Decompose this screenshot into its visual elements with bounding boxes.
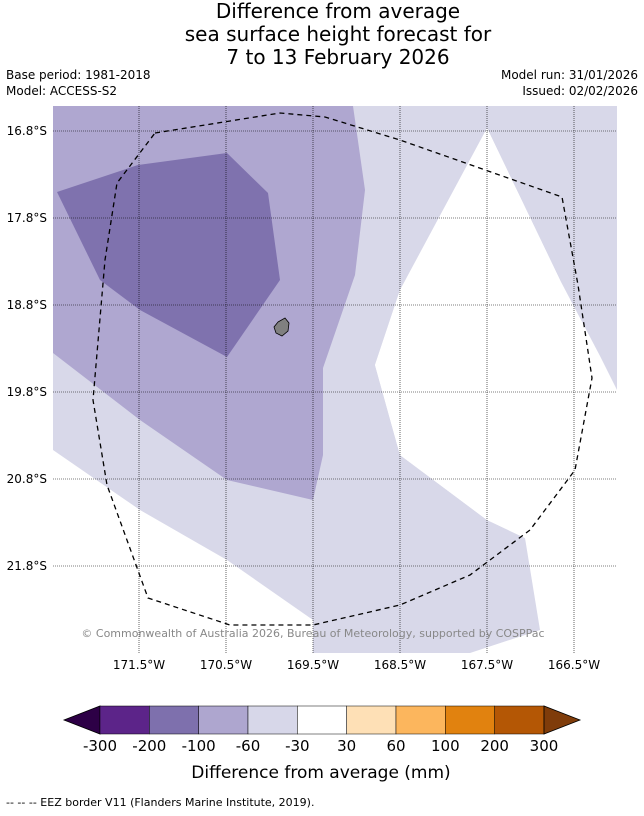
colorbar-tick-label: 30 (337, 737, 356, 755)
model-run: Model run: 31/01/2026 (500, 68, 638, 82)
colorbar-segment (494, 705, 545, 735)
colorbar-tick-label: 60 (386, 737, 405, 755)
lat-label: 18.8°S (7, 298, 47, 312)
colorbar-tick-label: 200 (480, 737, 509, 755)
title-line-1: Difference from average (215, 0, 461, 23)
colorbar-tick-label: -300 (83, 737, 117, 755)
colorbar-extension-low (62, 705, 101, 735)
lat-label: 21.8°S (7, 559, 47, 573)
colorbar-segment (445, 705, 495, 735)
colorbar-tick-label: 300 (530, 737, 559, 755)
lon-label: 171.5°W (113, 658, 165, 672)
title-line-2: sea surface height forecast for (184, 22, 492, 46)
colorbar-extension-high (543, 705, 582, 735)
eez-footer-note: -- -- -- EEZ border V11 (Flanders Marine… (6, 796, 315, 809)
colorbar-tick-label: 100 (431, 737, 460, 755)
colorbar-tick-label: -100 (182, 737, 216, 755)
colorbar-ticks: -300 -200 -100 -60 -30 30 60 100 200 300 (83, 737, 558, 755)
colorbar-tick-label: -200 (132, 737, 166, 755)
colorbar-segment (247, 705, 298, 735)
colorbar-tick-label: -60 (236, 737, 261, 755)
lon-label: 170.5°W (200, 658, 252, 672)
lon-label: 168.5°W (374, 658, 426, 672)
map-area (53, 106, 617, 653)
meta-right: Model run: 31/01/2026 Issued: 02/02/2026 (501, 67, 638, 99)
lon-label: 166.5°W (548, 658, 600, 672)
colorbar-segment (149, 705, 199, 735)
anomaly-white-lower (53, 450, 313, 653)
lon-labels: 171.5°W 170.5°W 169.5°W 168.5°W 167.5°W … (113, 658, 600, 672)
colorbar-segment (395, 705, 446, 735)
colorbar-segment (297, 705, 347, 735)
grid-lines (53, 106, 617, 653)
lat-label: 17.8°S (7, 211, 47, 225)
colorbar (62, 705, 582, 735)
lat-label: 16.8°S (7, 124, 47, 138)
meta-left: Base period: 1981-2018 Model: ACCESS-S2 (6, 67, 151, 99)
lon-label: 167.5°W (461, 658, 513, 672)
island-shape (273, 317, 290, 337)
lat-label: 20.8°S (7, 472, 47, 486)
colorbar-segment (198, 705, 249, 735)
lat-labels: 16.8°S 17.8°S 18.8°S 19.8°S 20.8°S 21.8°… (7, 124, 47, 573)
lat-label: 19.8°S (7, 385, 47, 399)
lon-label: 169.5°W (287, 658, 339, 672)
eez-border (92, 112, 593, 626)
anomaly-band-dark (57, 153, 280, 357)
base-period: Base period: 1981-2018 (6, 68, 151, 82)
colorbar-title: Difference from average (mm) (191, 763, 450, 783)
copyright-text: © Commonwealth of Australia 2026, Bureau… (81, 627, 544, 640)
colorbar-segment (346, 705, 397, 735)
colorbar-segment (99, 705, 150, 735)
model-name: Model: ACCESS-S2 (6, 84, 118, 98)
title-line-3: 7 to 13 February 2026 (226, 45, 450, 69)
anomaly-white-region (375, 128, 600, 560)
issued-date: Issued: 02/02/2026 (522, 84, 638, 98)
chart-title: Difference from average sea surface heig… (0, 0, 644, 69)
colorbar-tick-label: -30 (285, 737, 310, 755)
